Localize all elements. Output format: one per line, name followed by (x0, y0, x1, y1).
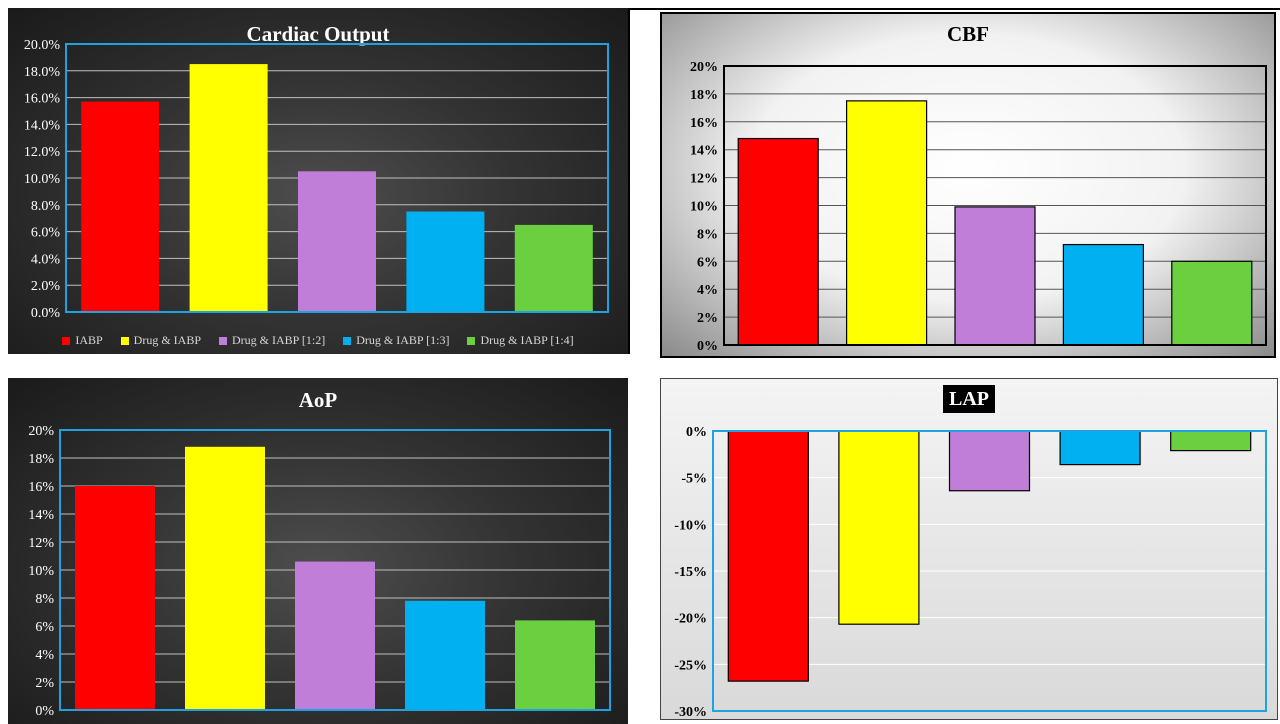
bar-4 (1059, 430, 1141, 466)
y-tick-label: 14% (690, 144, 718, 159)
y-tick-label: -30% (674, 705, 707, 719)
lap-plot: -30% -25% -20% -15% -10% -5% 0% (674, 425, 1267, 719)
y-tick-label: 4% (697, 283, 718, 298)
y-tick-label: -10% (674, 518, 707, 533)
bar-4 (1062, 243, 1144, 346)
cbf-chart: CBF 0% 2% 4% 6% 8% 10% 12% 14% 16% 18% 20% (660, 12, 1276, 358)
bar-2 (189, 64, 268, 312)
y-tick-label: 2.0% (31, 279, 61, 294)
legend-swatch (343, 336, 352, 345)
plot-border (59, 429, 611, 711)
legend-label: Drug & IABP [1:3] (356, 333, 450, 347)
bar-1 (737, 137, 819, 346)
bar-3 (298, 171, 376, 312)
aop-plot: 0% 2% 4% 6% 8% 10% 12% 14% 16% 18% 20% (28, 424, 611, 719)
y-tick-label: 18.0% (24, 65, 61, 80)
y-tick-label: 6% (697, 255, 718, 270)
bar-4 (406, 211, 485, 312)
bar-3 (954, 206, 1036, 346)
plot-border (65, 43, 609, 313)
legend-label: Drug & IABP [1:2] (232, 333, 326, 347)
lap-chart: LAP -30% -25% -20% -15% -10% -5% 0% (660, 378, 1278, 720)
bar-1 (75, 486, 155, 710)
y-tick-label: 2% (35, 676, 54, 691)
chart-legend: IABP Drug & IABP Drug & IABP [1:2] Drug … (8, 333, 628, 348)
y-tick-label: 2% (697, 311, 718, 326)
cbf-plot: 0% 2% 4% 6% 8% 10% 12% 14% 16% 18% 20% (690, 60, 1267, 354)
bar-5 (514, 224, 593, 312)
y-tick-label: 14.0% (24, 118, 61, 133)
y-tick-label: 0% (686, 425, 707, 440)
legend-swatch (219, 336, 228, 345)
plot-border (712, 430, 1267, 712)
y-tick-label: 6% (35, 620, 54, 635)
y-tick-label: 0% (697, 339, 718, 354)
y-tick-label: 0.0% (31, 306, 61, 321)
chart-title: LAP (943, 385, 995, 413)
bar-1 (81, 101, 160, 313)
chart-title: Cardiac Output (246, 22, 390, 46)
y-tick-label: 12% (690, 172, 718, 187)
y-tick-label: 16% (690, 116, 718, 131)
y-tick-label: 10% (690, 200, 718, 215)
y-tick-label: 14% (28, 508, 54, 523)
y-tick-label: 20% (28, 424, 54, 439)
bar-4 (405, 600, 485, 710)
legend-item: Drug & IABP [1:4] (467, 333, 574, 348)
bar-2 (846, 100, 928, 346)
legend-label: Drug & IABP [1:4] (480, 333, 574, 347)
bar-3 (948, 430, 1031, 492)
y-tick-label: -20% (674, 612, 707, 627)
bar-3 (295, 561, 375, 710)
chart-title: CBF (947, 22, 989, 46)
y-tick-label: -5% (681, 472, 707, 487)
y-tick-label: 20% (690, 60, 718, 75)
cardiac-output-plot: 0.0% 2.0% 4.0% 6.0% 8.0% 10.0% 12.0% 14.0% 16.0%… (24, 38, 609, 321)
y-tick-label: 12.0% (24, 145, 61, 160)
legend-swatch (120, 336, 129, 345)
y-tick-label: 4% (35, 648, 54, 663)
legend-swatch (467, 336, 476, 345)
y-tick-label: 16.0% (24, 92, 61, 107)
bar-5 (515, 620, 595, 710)
y-tick-label: 8% (697, 227, 718, 242)
legend-item: Drug & IABP [1:2] (219, 333, 325, 348)
y-tick-label: 4.0% (31, 252, 61, 267)
legend-swatch (62, 336, 71, 345)
cardiac-output-chart: Cardiac Output 0.0% 2.0% 4.0% 6.0% 8.0% 10.0%… (8, 8, 628, 354)
bar-5 (1171, 260, 1253, 346)
y-tick-label: 8% (35, 592, 54, 607)
y-tick-label: 12% (28, 536, 54, 551)
y-tick-label: 10% (28, 564, 54, 579)
bar-5 (1170, 430, 1252, 452)
plot-border (723, 65, 1267, 346)
y-tick-label: 8.0% (31, 199, 61, 214)
aop-chart: AoP 0% 2% 4% 6% 8% 10% 12% 14% 16% 18% 20% (8, 378, 628, 724)
y-tick-label: 18% (690, 88, 718, 103)
legend-label: Drug & IABP (133, 333, 202, 347)
legend-item: IABP (62, 333, 103, 348)
y-tick-label: 16% (28, 480, 54, 495)
divider-top (628, 8, 1280, 10)
legend-item: Drug & IABP (120, 333, 202, 348)
legend-item: Drug & IABP [1:3] (343, 333, 449, 348)
y-tick-label: 10.0% (24, 172, 61, 187)
legend-label: IABP (75, 333, 103, 347)
y-tick-label: 0% (35, 704, 54, 719)
divider-vertical (628, 8, 630, 354)
y-tick-label: -25% (674, 658, 707, 673)
y-tick-label: 18% (28, 452, 54, 467)
chart-title: AoP (298, 388, 338, 412)
bar-2 (185, 446, 265, 710)
y-tick-label: -15% (674, 565, 707, 580)
bar-2 (838, 430, 920, 625)
y-tick-label: 6.0% (31, 226, 61, 241)
y-tick-label: 20.0% (24, 38, 61, 53)
bar-1 (727, 430, 809, 682)
